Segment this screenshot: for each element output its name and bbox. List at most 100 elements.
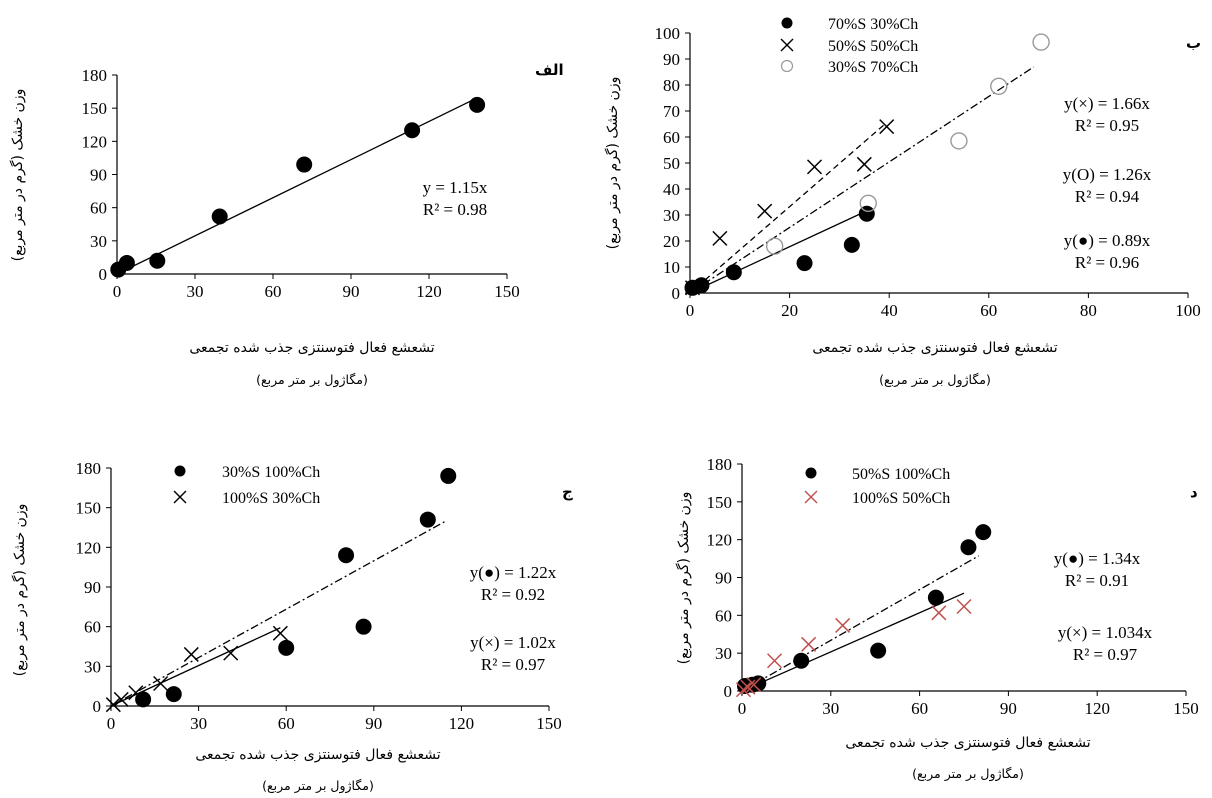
regression-equation: y(●) = 1.22x	[470, 563, 557, 582]
panel-label: ب	[1186, 34, 1201, 52]
y-tick-label: 180	[76, 459, 102, 478]
trendline-series-2	[741, 592, 965, 692]
x-tick-label: 120	[416, 282, 442, 301]
legend-marker	[780, 59, 794, 73]
regression-equation: y(●) = 1.34x	[1054, 549, 1141, 568]
legend-marker	[804, 490, 818, 504]
r-squared-label: R² = 0.94	[1075, 187, 1140, 206]
y-tick-label: 10	[663, 258, 680, 277]
data-point-series-1	[725, 264, 742, 281]
x-marker-stroke	[835, 617, 851, 633]
x-tick-label: 120	[1084, 699, 1110, 718]
x-tick-label: 90	[1000, 699, 1017, 718]
x-marker-stroke	[272, 625, 288, 641]
data-point-series-3	[765, 237, 784, 255]
data-point-series-1	[469, 96, 486, 113]
data-point-series-2	[153, 675, 169, 692]
y-tick-label: 30	[663, 206, 680, 225]
y-tick-label: 90	[663, 50, 680, 69]
data-point-series-1	[149, 252, 166, 269]
x-marker-stroke	[153, 675, 169, 692]
x-marker-stroke	[735, 682, 752, 698]
x-tick-label: 60	[911, 699, 928, 718]
y-tick-label: 70	[663, 102, 680, 121]
data-point-series-1	[975, 524, 992, 541]
chart-panel-2: 0 20 40 60 80 100 0 10 20 30 40 50 60 70 80 90 100 تشعشع …	[604, 16, 1201, 388]
x-marker-stroke	[223, 645, 239, 661]
data-point-series-1	[870, 642, 887, 659]
x-marker-stroke	[128, 685, 144, 701]
legend-label: 50%S 50%Ch	[828, 38, 918, 55]
x-tick-label: 90	[365, 714, 382, 733]
legend-entry: 50%S 50%Ch	[780, 38, 918, 55]
data-point-series-3	[1032, 33, 1050, 51]
y-tick-label: 50	[663, 154, 680, 173]
y-tick-label: 180	[82, 66, 108, 85]
legend-marker	[174, 465, 186, 477]
regression-equation: y(×) = 1.02x	[470, 633, 556, 652]
legend-entry: 70%S 30%Ch	[781, 16, 918, 33]
r-squared-label: R² = 0.91	[1065, 571, 1129, 590]
y-tick-label: 80	[663, 76, 680, 95]
x-tick-label: 30	[190, 714, 207, 733]
data-point-series-1	[960, 539, 977, 556]
y-tick-label: 60	[663, 128, 680, 147]
legend-label: 50%S 100%Ch	[852, 466, 950, 483]
r-squared-label: R² = 0.97	[481, 655, 546, 674]
legend-entry: 100%S 50%Ch	[804, 490, 950, 507]
legend-label: 30%S 70%Ch	[828, 59, 918, 76]
r-squared-label: R² = 0.92	[481, 585, 545, 604]
x-marker-stroke	[712, 230, 728, 246]
data-point-series-2	[806, 159, 823, 175]
x-tick-label: 20	[781, 301, 798, 320]
trendline-series-1	[689, 211, 865, 294]
chart-panel-4: 0 30 60 90 120 150 0 30 60 90 120 150 180 تشعشع فعال …	[675, 455, 1199, 782]
regression-equation: y(O) = 1.26x	[1063, 165, 1152, 184]
x-axis-title: تشعشع فعال فتوسنتزی جذب شده تجمعی	[812, 340, 1057, 356]
data-point-series-3	[990, 77, 1008, 96]
x-tick-label: 120	[449, 714, 475, 733]
x-tick-label: 0	[686, 301, 695, 320]
y-tick-label: 30	[715, 644, 732, 663]
y-tick-label: 40	[663, 180, 680, 199]
x-marker-stroke	[183, 646, 199, 662]
x-axis-title: تشعشع فعال فتوسنتزی جذب شده تجمعی	[845, 735, 1090, 751]
y-tick-label: 0	[93, 697, 102, 716]
x-marker-stroke	[113, 691, 129, 707]
data-point-series-2	[757, 203, 773, 219]
data-point-series-2	[735, 682, 752, 698]
r-squared-label: R² = 0.95	[1075, 116, 1139, 135]
x-marker-stroke	[780, 38, 794, 52]
x-marker-stroke	[879, 119, 895, 135]
legend-marker	[173, 490, 187, 504]
y-axis-title: وزن خشک (گرم در متر مربع)	[604, 77, 621, 250]
x-axis-title: تشعشع فعال فتوسنتزی جذب شده تجمعی	[195, 747, 440, 763]
data-point-series-1	[165, 686, 182, 703]
data-point-series-2	[879, 119, 895, 135]
y-tick-label: 90	[90, 166, 107, 185]
x-tick-label: 60	[278, 714, 295, 733]
y-tick-label: 60	[84, 618, 101, 637]
data-point-series-2	[684, 280, 701, 296]
x-axis-title: تشعشع فعال فتوسنتزی جذب شده تجمعی	[189, 340, 434, 356]
y-tick-label: 150	[707, 493, 733, 512]
legend-marker	[780, 38, 794, 52]
legend-label: 100%S 30%Ch	[222, 490, 320, 507]
data-point-series-2	[223, 645, 239, 661]
data-point-series-2	[746, 677, 762, 693]
x-axis-unit: (مگاژول بر متر مربع)	[256, 372, 368, 388]
trendline-series-3	[689, 66, 1034, 294]
y-tick-label: 120	[76, 538, 102, 557]
regression-equation: y(●) = 0.89x	[1064, 231, 1151, 250]
legend-entry: 30%S 70%Ch	[780, 59, 918, 76]
x-tick-label: 80	[1080, 301, 1097, 320]
legend-label: 100%S 50%Ch	[852, 490, 950, 507]
x-marker-stroke	[767, 653, 783, 669]
trendline-series-2	[689, 124, 885, 294]
x-tick-label: 150	[1173, 699, 1199, 718]
y-tick-label: 60	[715, 606, 732, 625]
x-marker-stroke	[806, 159, 823, 175]
legend-entry: 50%S 100%Ch	[805, 466, 950, 483]
x-tick-label: 0	[107, 714, 116, 733]
x-tick-label: 60	[265, 282, 282, 301]
